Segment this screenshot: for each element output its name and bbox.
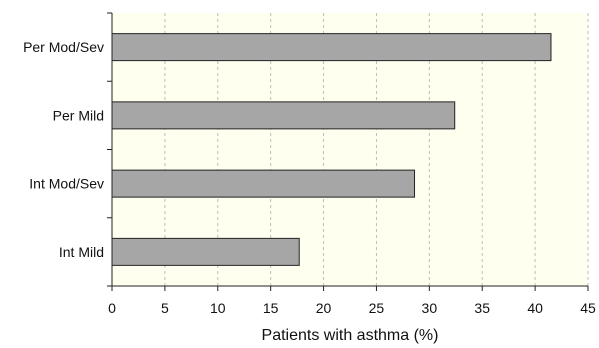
x-axis-title: Patients with asthma (%)	[262, 327, 439, 344]
x-tick-label: 30	[422, 300, 438, 316]
category-label: Int Mod/Sev	[29, 176, 104, 192]
category-label: Per Mild	[53, 107, 104, 123]
x-tick-label: 5	[161, 300, 169, 316]
y-axis-ticks	[107, 12, 112, 287]
category-label: Int Mild	[59, 244, 104, 260]
bar	[111, 33, 552, 62]
bar	[111, 169, 416, 198]
x-tick-label: 20	[316, 300, 332, 316]
x-tick-label: 35	[474, 300, 490, 316]
category-label: Per Mod/Sev	[23, 39, 104, 55]
x-tick-label: 25	[369, 300, 385, 316]
category-labels: Per Mod/Sev Per Mild Int Mod/Sev Int Mild	[23, 39, 104, 260]
x-tick-label: 15	[263, 300, 279, 316]
bar	[111, 237, 300, 266]
bar	[111, 101, 456, 130]
x-tick-label: 45	[580, 300, 596, 316]
x-tick-label: 10	[210, 300, 226, 316]
bars	[111, 33, 552, 266]
x-tick-label: 40	[527, 300, 543, 316]
x-axis-ticks: 0 5 10 15 20 25 30 35 40 45	[108, 286, 596, 316]
x-tick-label: 0	[108, 300, 116, 316]
